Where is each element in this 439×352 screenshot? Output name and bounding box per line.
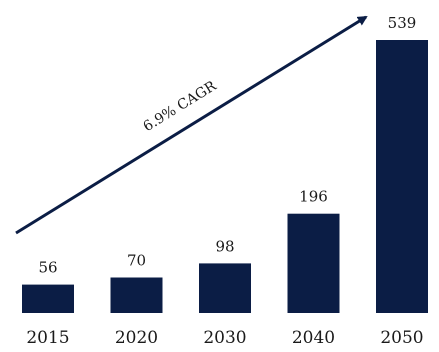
bar-2030 (199, 263, 251, 313)
x-tick-label-2030: 2030 (203, 328, 246, 348)
bars-group (22, 40, 428, 313)
value-label-2015: 56 (38, 259, 57, 277)
bar-2040 (287, 213, 340, 313)
bar-2015 (22, 284, 74, 313)
x-tick-label-2050: 2050 (380, 328, 423, 348)
value-labels-group: 56 70 98 196 539 (38, 14, 416, 277)
cagr-arrow (15, 15, 368, 235)
cagr-annotation: 6.9% CAGR (141, 78, 220, 135)
value-label-2030: 98 (215, 237, 234, 255)
x-tick-label-2040: 2040 (292, 328, 335, 348)
bar-2020 (110, 277, 163, 313)
x-tick-labels-group: 2015 2020 2030 2040 2050 (26, 328, 423, 348)
bar-2050 (376, 40, 428, 313)
value-label-2040: 196 (299, 188, 328, 206)
x-tick-label-2020: 2020 (115, 328, 158, 348)
x-tick-label-2015: 2015 (26, 328, 69, 348)
value-label-2050: 539 (388, 14, 417, 32)
value-label-2020: 70 (127, 252, 146, 270)
